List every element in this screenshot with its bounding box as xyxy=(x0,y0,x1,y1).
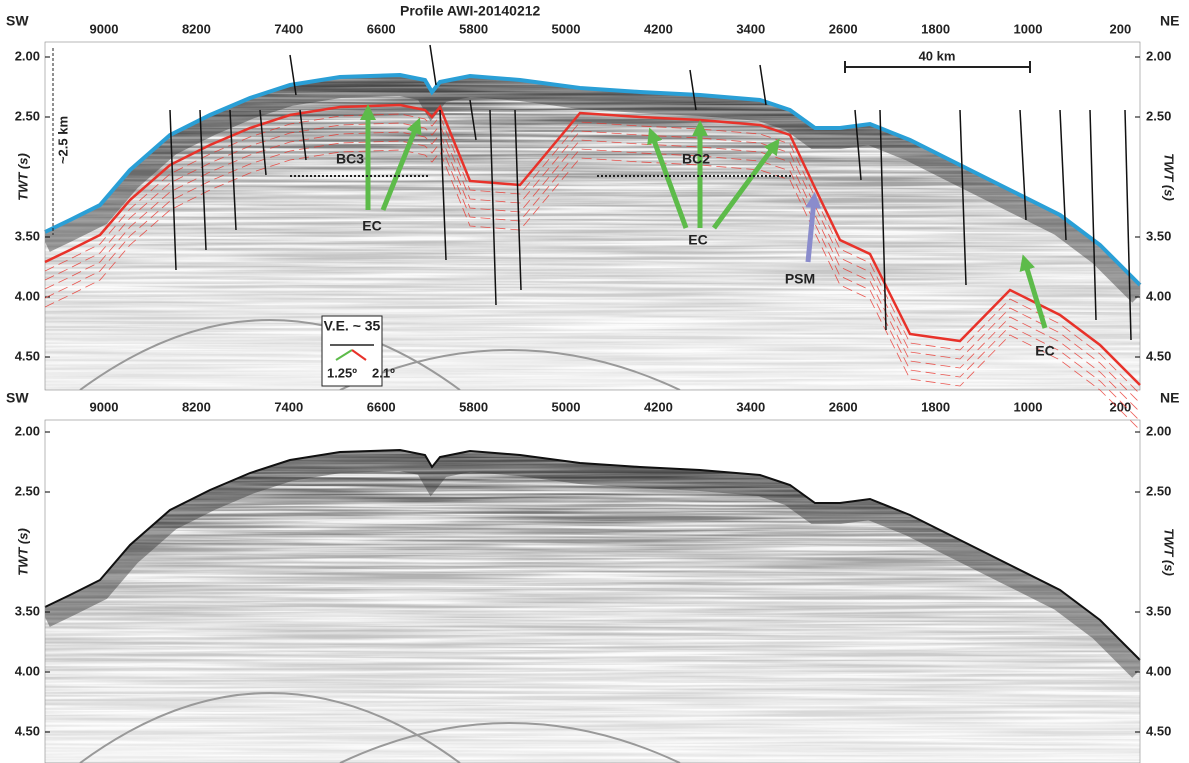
y-tick-label: 4.00 xyxy=(1146,288,1171,303)
seismic-panel xyxy=(45,42,1140,390)
figure: Profile AWI-20140212 SW NE SW NE 9000 820… xyxy=(0,0,1189,763)
y-tick-label: 3.50 xyxy=(15,603,40,618)
y-axis-label: TWT (s) xyxy=(15,153,30,201)
title: Profile AWI-20140212 xyxy=(400,3,541,19)
y-tick-label: 4.00 xyxy=(15,663,40,678)
x-tick-label: 1000 xyxy=(1014,399,1043,414)
ne-label: NE xyxy=(1160,390,1179,406)
x-tick-label: 6600 xyxy=(367,21,396,36)
y-axis-label: TWT (s) xyxy=(1162,528,1177,576)
label: 40 km xyxy=(919,48,956,63)
seismic-panel xyxy=(45,420,1140,763)
x-tick-label: 2600 xyxy=(829,21,858,36)
x-tick-label: 5000 xyxy=(552,399,581,414)
x-tick-label: 4200 xyxy=(644,399,673,414)
seismic-image xyxy=(45,420,1140,763)
seismic-fade xyxy=(45,480,1140,763)
label: V.E. ~ 35 xyxy=(324,318,381,334)
ne-label: NE xyxy=(1160,13,1179,29)
x-tick-label: 5000 xyxy=(552,21,581,36)
label: 2.1º xyxy=(372,365,395,380)
x-tick-label: 1000 xyxy=(1014,21,1043,36)
y-tick-label: 2.50 xyxy=(1146,483,1171,498)
y-tick-label: 4.50 xyxy=(1146,348,1171,363)
y-tick-label: 4.00 xyxy=(15,288,40,303)
label: PSM xyxy=(785,271,815,287)
y-axis-label: TWT (s) xyxy=(1162,153,1177,201)
x-tick-label: 5800 xyxy=(459,399,488,414)
y-tick-label: 3.50 xyxy=(1146,228,1171,243)
x-tick-label: 3400 xyxy=(736,399,765,414)
sw-label: SW xyxy=(6,13,29,29)
y-tick-label: 2.00 xyxy=(1146,423,1171,438)
y-tick-label: 2.00 xyxy=(15,48,40,63)
y-tick-label: 4.00 xyxy=(1146,663,1171,678)
label: 1.25º xyxy=(327,365,357,380)
label: BC3 xyxy=(336,151,364,167)
y-tick-label: 3.50 xyxy=(15,228,40,243)
x-tick-label: 5800 xyxy=(459,21,488,36)
fault xyxy=(430,45,436,85)
y-tick-label: 3.50 xyxy=(1146,603,1171,618)
y-tick-label: 2.00 xyxy=(15,423,40,438)
y-tick-label: 4.50 xyxy=(15,348,40,363)
x-tick-label: 9000 xyxy=(90,399,119,414)
x-tick-label: 9000 xyxy=(90,21,119,36)
x-tick-label: 200 xyxy=(1110,21,1132,36)
y-tick-label: 4.50 xyxy=(1146,723,1171,738)
x-tick-label: 3400 xyxy=(736,21,765,36)
seismic-image xyxy=(45,42,1140,390)
y-tick-label: 2.50 xyxy=(15,483,40,498)
x-tick-label: 8200 xyxy=(182,399,211,414)
x-tick-label: 1800 xyxy=(921,21,950,36)
x-tick-label: 2600 xyxy=(829,399,858,414)
x-tick-label: 7400 xyxy=(274,399,303,414)
label: EC xyxy=(688,232,707,248)
x-tick-label: 4200 xyxy=(644,21,673,36)
x-tick-label: 1800 xyxy=(921,399,950,414)
label: ~2.5 km xyxy=(55,116,70,164)
y-tick-label: 2.00 xyxy=(1146,48,1171,63)
y-axis-label: TWT (s) xyxy=(15,528,30,576)
label: EC xyxy=(362,218,381,234)
y-tick-label: 2.50 xyxy=(15,108,40,123)
sw-label: SW xyxy=(6,390,29,406)
x-tick-label: 7400 xyxy=(274,21,303,36)
x-tick-label: 6600 xyxy=(367,399,396,414)
label: BC2 xyxy=(682,151,710,167)
x-tick-label: 8200 xyxy=(182,21,211,36)
y-tick-label: 4.50 xyxy=(15,723,40,738)
label: EC xyxy=(1035,343,1054,359)
y-tick-label: 2.50 xyxy=(1146,108,1171,123)
